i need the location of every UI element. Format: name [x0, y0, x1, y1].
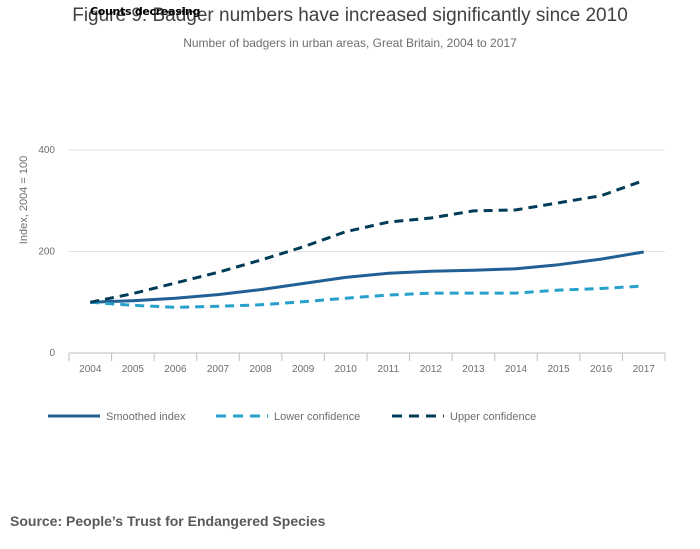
y-axis-label: Index, 2004 = 100 [18, 156, 30, 244]
legend-label: Smoothed index [106, 411, 186, 423]
chart-title: Figure 9: Badger numbers have increased … [72, 5, 628, 26]
legend-label: Lower confidence [274, 411, 360, 423]
x-tick-label: 2006 [164, 364, 187, 375]
y-axis: 0 200 400 [38, 145, 55, 359]
series-line-upper-confidence [89, 179, 645, 304]
chart-subtitle: Number of badgers in urban areas, Great … [183, 36, 517, 50]
x-tick-label: 2017 [633, 364, 656, 375]
overlay-text: Counts decreasing [90, 5, 201, 18]
series-line-lower-confidence [90, 284, 644, 309]
x-tick-label: 2007 [207, 364, 230, 375]
y-tick-label: 200 [38, 247, 55, 258]
x-tick-label: 2005 [122, 364, 145, 375]
x-tick-label: 2011 [378, 364, 400, 375]
x-tick-label: 2015 [547, 364, 570, 375]
source-note: Source: People’s Trust for Endangered Sp… [10, 513, 326, 529]
y-tick-label: 0 [49, 348, 55, 359]
series-lines [89, 179, 645, 309]
y-tick-label: 400 [38, 145, 55, 156]
x-tick-label: 2008 [249, 364, 272, 375]
grid-lines [69, 149, 665, 354]
series-line-smoothed-index [90, 250, 644, 304]
x-tick-label: 2016 [590, 364, 613, 375]
x-tick-label: 2014 [505, 364, 528, 375]
x-axis: 2004 2005 2006 2007 2008 2009 2010 2011 2012 2013… [68, 353, 666, 375]
x-tick-label: 2004 [79, 364, 102, 375]
x-tick-label: 2010 [335, 364, 358, 375]
x-tick-label: 2012 [420, 364, 443, 375]
legend-label: Upper confidence [450, 411, 536, 423]
x-tick-label: 2013 [462, 364, 485, 375]
x-tick-label: 2009 [292, 364, 315, 375]
legend: Smoothed index Lower confidence Upper conf… [48, 411, 536, 423]
